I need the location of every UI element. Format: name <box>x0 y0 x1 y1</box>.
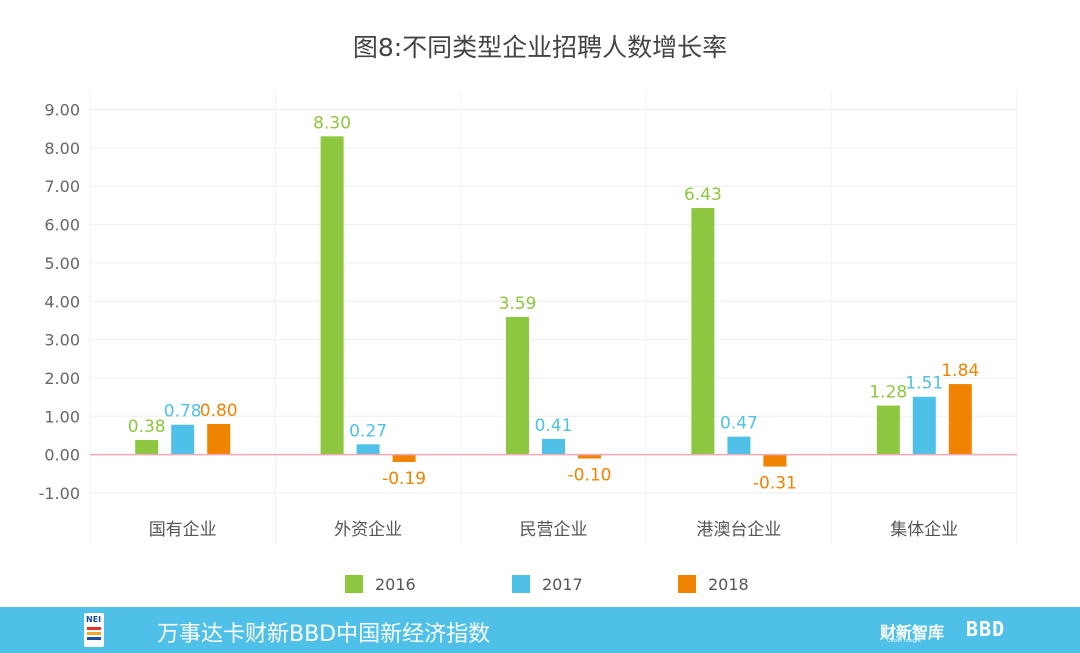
value-label: -0.19 <box>382 469 426 489</box>
value-label: 0.27 <box>349 421 387 441</box>
value-label: 1.84 <box>941 361 979 381</box>
bar <box>763 454 787 467</box>
x-category-label: 民营企业 <box>520 520 588 540</box>
y-tick-label: 3.00 <box>44 331 80 350</box>
value-label: 0.80 <box>200 401 238 421</box>
value-label: 3.59 <box>499 294 537 314</box>
y-tick-label: 7.00 <box>44 177 80 196</box>
value-label: -0.10 <box>568 465 612 485</box>
caixin-insight-sublabel: Caixin Insight <box>887 638 921 644</box>
value-label: 0.78 <box>164 402 202 422</box>
y-tick-label: 8.00 <box>44 139 80 158</box>
bar <box>135 440 159 455</box>
footer-title: 万事达卡财新BBD中国新经济指数 <box>157 622 491 647</box>
y-tick-label: 1.00 <box>44 407 80 426</box>
legend-swatch <box>345 575 363 593</box>
y-tick-label: 5.00 <box>44 254 80 273</box>
x-category-label: 集体企业 <box>890 520 958 540</box>
value-label: 8.30 <box>313 113 351 133</box>
bar <box>506 316 529 455</box>
x-category-label: 国有企业 <box>149 520 217 540</box>
value-label: 0.47 <box>720 414 758 434</box>
bar <box>578 454 601 459</box>
y-tick-label: 0.00 <box>44 446 80 465</box>
x-category-label: 外资企业 <box>334 520 402 540</box>
bar <box>727 436 751 455</box>
bar <box>912 396 936 455</box>
value-label: 1.51 <box>905 374 943 394</box>
bar <box>876 405 900 455</box>
bar <box>320 136 344 455</box>
y-tick-label: 6.00 <box>44 216 80 235</box>
value-label: 1.28 <box>869 383 907 403</box>
bar <box>542 438 565 455</box>
value-label: 0.41 <box>535 416 573 436</box>
footer-banner: NEI 万事达卡财新BBD中国新经济指数 财新智库 Caixin Insight… <box>0 607 1080 653</box>
legend-label: 2016 <box>375 575 416 594</box>
legend-label: 2017 <box>542 575 583 594</box>
bbd-logo: BBD <box>966 617 1006 641</box>
x-category-label: 港澳台企业 <box>696 520 781 540</box>
value-label: 6.43 <box>684 185 722 205</box>
legend-label: 2018 <box>708 575 749 594</box>
nei-logo-icon: NEI <box>84 613 104 647</box>
bar <box>171 424 195 455</box>
value-label: 0.38 <box>128 417 166 437</box>
bar <box>392 454 416 462</box>
y-tick-label: -1.00 <box>39 484 80 503</box>
bar <box>207 423 231 455</box>
y-tick-label: 2.00 <box>44 369 80 388</box>
bar <box>691 208 715 455</box>
legend-swatch <box>678 575 696 593</box>
value-label: -0.31 <box>753 474 797 494</box>
chart-title: 图8:不同类型企业招聘人数增长率 <box>352 33 728 62</box>
y-tick-label: 9.00 <box>44 101 80 120</box>
bar <box>356 444 380 455</box>
bar <box>948 384 972 455</box>
legend-swatch <box>512 575 530 593</box>
caixin-insight-logo: 财新智库 <box>880 623 945 642</box>
y-tick-label: 4.00 <box>44 292 80 311</box>
bar-chart: -1.00 0.00 1.00 2.00 3.00 4.00 5.00 6.00 7.00 8.0… <box>39 90 1018 594</box>
